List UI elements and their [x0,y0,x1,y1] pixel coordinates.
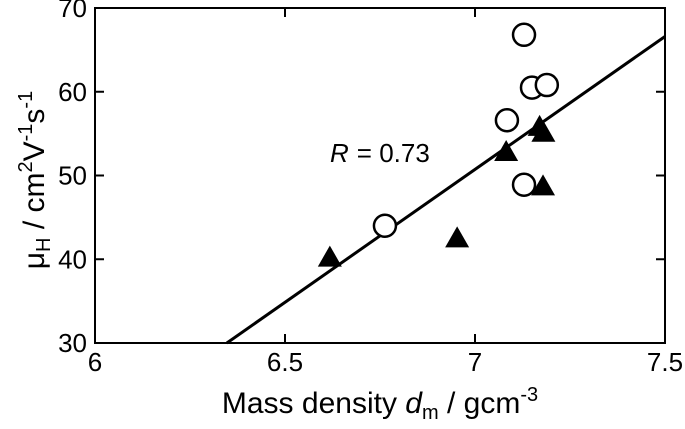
point-triangle [445,226,470,248]
point-circle [511,172,537,197]
point-triangle [531,120,556,142]
point-circle [511,22,537,48]
x-label-part: -3 [520,384,538,406]
y-label-part: s [18,109,51,124]
y-label-part: μ [18,252,51,269]
y-tick-label: 60 [58,77,87,107]
y-label-part: 2 [15,161,37,172]
point-circle [534,72,560,98]
point-triangle [531,174,556,196]
point-triangle [494,140,519,162]
plot-frame [94,7,666,344]
y-label-part: V [18,141,51,161]
x-tick-label: 7 [468,347,482,377]
y-label-part: / cm [18,172,51,237]
x-tick-label: 7.5 [647,347,683,377]
fit-line [226,35,666,345]
x-tick-label: 6 [88,347,102,377]
y-label-part: -1 [15,124,37,142]
x-label-part: m [422,402,439,424]
annotation-var: R [330,138,349,168]
y-label-part: -1 [15,91,37,109]
x-label-part: Mass density [222,387,405,420]
y-tick-label: 70 [58,0,87,23]
point-triangle [317,245,342,267]
y-label-part: H [33,237,55,251]
y-tick-label: 30 [58,328,87,358]
y-tick-label: 50 [58,161,87,191]
y-axis-label: μH / cm2V-1s-1 [15,91,55,269]
point-circle [372,213,398,238]
point-circle [494,107,520,133]
annotation-text: = 0.73 [357,138,430,168]
x-tick-label: 6.5 [267,347,303,377]
x-axis-label: Mass density dm / gcm-3 [222,384,538,424]
y-tick-label: 40 [58,244,87,274]
annotation: R = 0.73 [330,138,430,168]
x-label-part: d [405,387,423,420]
x-label-part: / gcm [439,387,521,420]
